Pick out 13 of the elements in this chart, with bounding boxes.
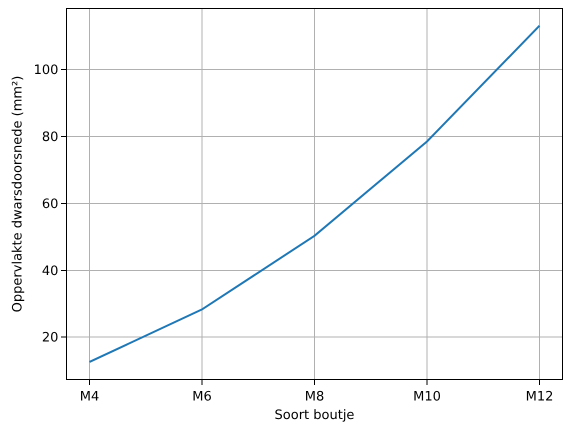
- x-axis-title: Soort boutje: [274, 408, 354, 424]
- x-tick-label: M4: [80, 390, 100, 405]
- y-tick-label: 20: [42, 330, 58, 346]
- y-tick-label: 40: [42, 264, 58, 279]
- y-axis-title: Oppervlakte dwarsdoorsnede (mm²): [10, 76, 26, 312]
- y-tick-label: 60: [42, 196, 58, 212]
- y-tick-label: 80: [42, 130, 58, 146]
- line-series: [88, 24, 540, 363]
- x-tick-label: M6: [192, 390, 212, 405]
- x-tick-label: M12: [526, 390, 554, 405]
- y-tick-label: 100: [34, 63, 58, 78]
- x-tick-label: M10: [413, 390, 441, 405]
- x-tick-label: M8: [304, 390, 324, 405]
